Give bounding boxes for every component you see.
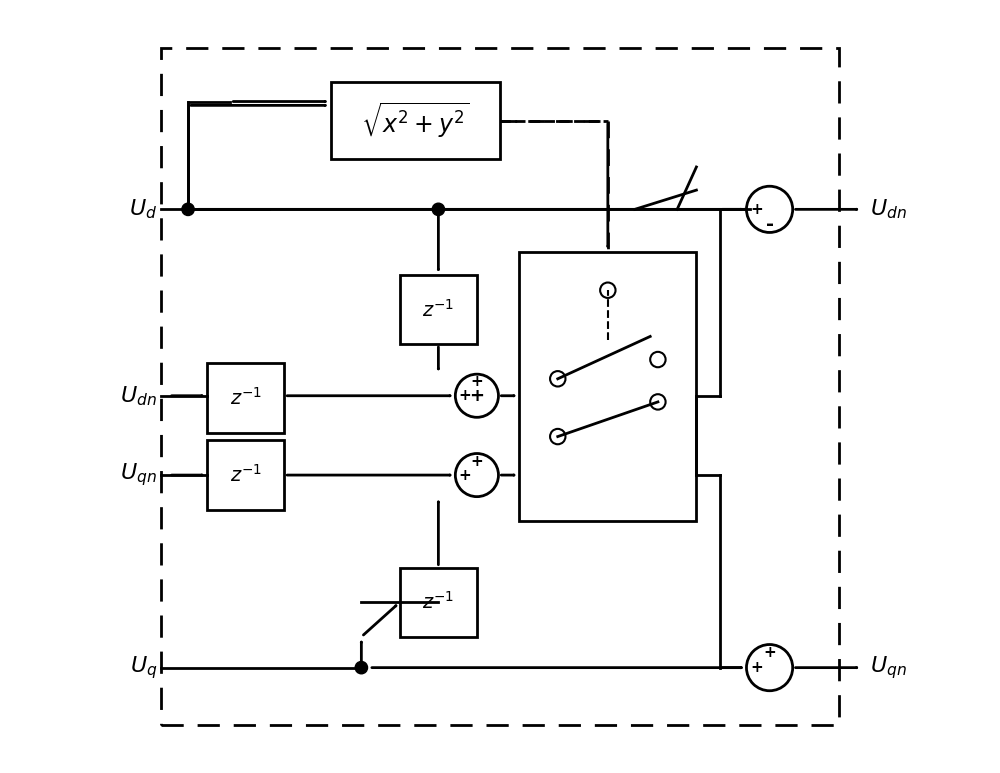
Text: $U_{qn}$: $U_{qn}$ bbox=[120, 461, 157, 489]
Text: +: + bbox=[459, 468, 471, 482]
Text: $z^{-1}$: $z^{-1}$ bbox=[230, 387, 262, 409]
Text: +: + bbox=[750, 202, 763, 217]
Bar bbox=[400, 567, 477, 637]
Text: +: + bbox=[459, 388, 471, 404]
Text: $z^{-1}$: $z^{-1}$ bbox=[230, 464, 262, 486]
Bar bbox=[400, 275, 477, 344]
Bar bbox=[207, 441, 284, 509]
Bar bbox=[519, 252, 696, 521]
Text: $z^{-1}$: $z^{-1}$ bbox=[422, 298, 454, 321]
Text: $U_{dn}$: $U_{dn}$ bbox=[870, 198, 907, 221]
Text: $U_{dn}$: $U_{dn}$ bbox=[120, 384, 157, 407]
Text: +: + bbox=[469, 386, 484, 405]
Text: +: + bbox=[763, 645, 776, 660]
Circle shape bbox=[182, 203, 194, 216]
Text: +: + bbox=[471, 454, 483, 468]
Bar bbox=[331, 82, 500, 159]
Text: $U_q$: $U_q$ bbox=[130, 654, 157, 681]
Bar bbox=[207, 363, 284, 433]
Text: -: - bbox=[766, 215, 774, 234]
Bar bbox=[161, 48, 839, 725]
Circle shape bbox=[432, 203, 445, 216]
Circle shape bbox=[355, 662, 368, 674]
Text: +: + bbox=[471, 374, 483, 390]
Text: +: + bbox=[750, 660, 763, 675]
Text: $U_d$: $U_d$ bbox=[129, 198, 157, 221]
Text: $U_{qn}$: $U_{qn}$ bbox=[870, 654, 907, 681]
Text: $z^{-1}$: $z^{-1}$ bbox=[422, 591, 454, 613]
Text: $\sqrt{x^2 + y^2}$: $\sqrt{x^2 + y^2}$ bbox=[361, 100, 470, 141]
